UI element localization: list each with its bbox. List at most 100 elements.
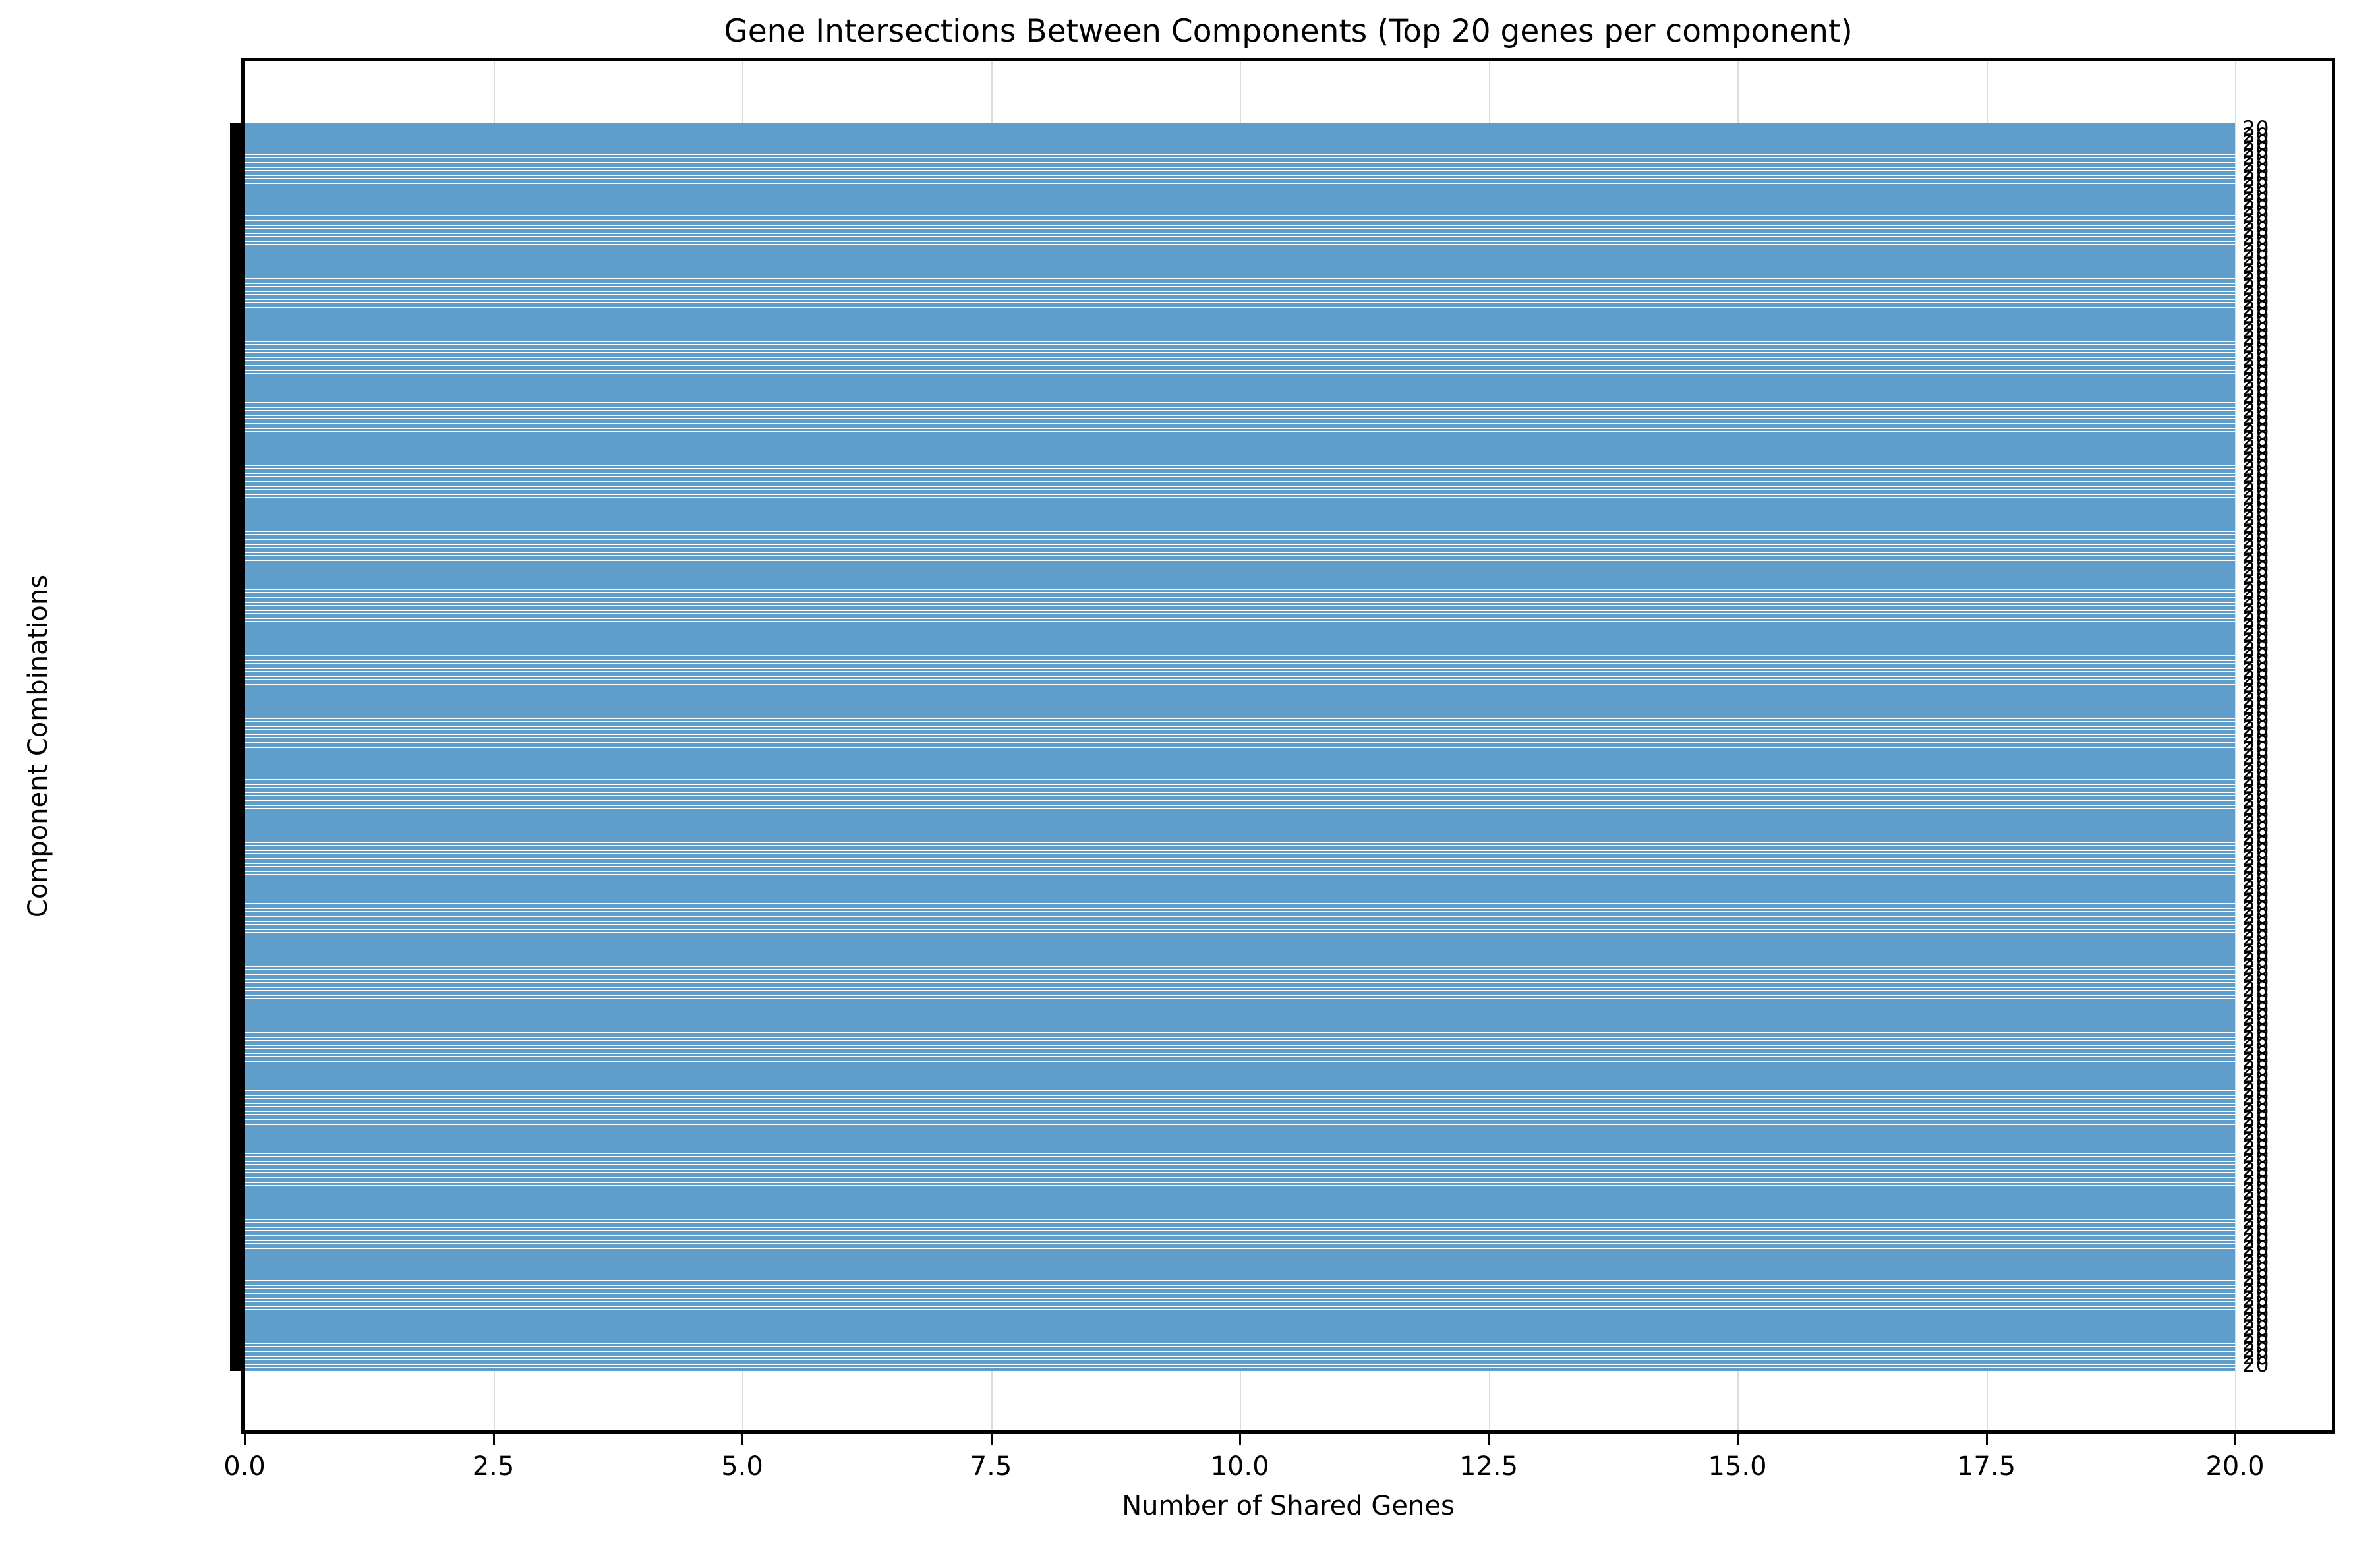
x-tick-mark: [2234, 1434, 2236, 1445]
bar-value-label: 20: [2242, 463, 2270, 488]
bar-value-label: 20: [2242, 1295, 2270, 1320]
bar-value-label: 20: [2242, 1049, 2270, 1074]
bar-value-label: 20: [2242, 232, 2270, 256]
x-tick-label: 17.5: [1956, 1451, 2016, 1482]
bar-value-label: 20: [2242, 218, 2270, 242]
bar-value-label: 20: [2242, 716, 2270, 741]
bar-value-label: 20: [2242, 1331, 2270, 1356]
bar-value-label: 20: [2242, 160, 2270, 184]
bar-value-label: 20: [2242, 1020, 2270, 1045]
x-tick-mark: [1985, 1434, 1988, 1445]
bar-value-label: 20: [2242, 1215, 2270, 1240]
bar-value-label: 20: [2242, 840, 2270, 864]
bar-value-label: 20: [2242, 442, 2270, 466]
bar-value-label: 20: [2242, 572, 2270, 596]
bar-value-label: 20: [2242, 680, 2270, 705]
bar-value-label: 20: [2242, 290, 2270, 314]
x-tick-label: 7.5: [970, 1451, 1012, 1482]
bar-value-label: 20: [2242, 369, 2270, 393]
bar-value-label: 20: [2242, 123, 2270, 148]
bar-value-label: 20: [2242, 622, 2270, 647]
bar-value-label: 20: [2242, 637, 2270, 661]
bar-value-label: 20: [2242, 1028, 2270, 1052]
bar-value-label: 20: [2242, 760, 2270, 784]
bar-value-label: 20: [2242, 1071, 2270, 1095]
bar-value-label: 20: [2242, 1230, 2270, 1254]
bar-value-label: 20: [2242, 427, 2270, 451]
bar-value-label: 20: [2242, 1201, 2270, 1225]
bar-value-label: 20: [2242, 434, 2270, 459]
bar-value-label: 20: [2242, 782, 2270, 806]
bar-value-label: 20: [2242, 276, 2270, 300]
bar-value-label: 20: [2242, 558, 2270, 582]
x-tick-label: 20.0: [2205, 1451, 2265, 1482]
bar-value-label: 20: [2242, 1013, 2270, 1037]
bar-value-label: 20: [2242, 1100, 2270, 1124]
bar-value-label: 20: [2242, 1042, 2270, 1066]
bar-value-label: 20: [2242, 529, 2270, 553]
bar-value-label: 20: [2242, 1324, 2270, 1349]
x-tick-mark: [492, 1434, 495, 1445]
y-axis-title: Component Combinations: [23, 574, 53, 918]
bar-value-label: 20: [2242, 1244, 2270, 1269]
bar-value-label: 20: [2242, 991, 2270, 1016]
bar-value-label: 20: [2242, 565, 2270, 589]
bar-value-label: 20: [2242, 919, 2270, 943]
bar-value-label: 20: [2242, 774, 2270, 799]
bar-value-label: 20: [2242, 1143, 2270, 1167]
bar-value-label: 20: [2242, 1078, 2270, 1103]
bar-value-label: 20: [2242, 695, 2270, 719]
bar-value-label: 20: [2242, 145, 2270, 169]
bar-value-label: 20: [2242, 926, 2270, 950]
bar-value-label: 20: [2242, 1150, 2270, 1175]
x-tick-label: 12.5: [1459, 1451, 1519, 1482]
bar-value-label: 20: [2242, 1086, 2270, 1110]
bar-value-label: 20: [2242, 847, 2270, 871]
bar-value-label: 20: [2242, 811, 2270, 835]
bar-value-label: 20: [2242, 348, 2270, 372]
bar-value-label: 20: [2242, 210, 2270, 235]
bar-value-label: 20: [2242, 196, 2270, 220]
bar-value-label: 20: [2242, 709, 2270, 734]
bar-value-label: 20: [2242, 413, 2270, 437]
bar-value-label: 20: [2242, 376, 2270, 401]
bar-value-label: 20: [2242, 666, 2270, 690]
bar-value-label: 20: [2242, 449, 2270, 473]
bar-value-label: 20: [2242, 658, 2270, 683]
bar-value-label: 20: [2242, 456, 2270, 480]
bar-value-label: 20: [2242, 615, 2270, 639]
bar-value-label: 20: [2242, 724, 2270, 748]
x-axis-title: Number of Shared Genes: [1122, 1491, 1455, 1521]
bar-value-label: 20: [2242, 875, 2270, 900]
bar-value-label: 20: [2242, 117, 2270, 140]
bar-value-label: 20: [2242, 587, 2270, 611]
bar-value-label: 20: [2242, 536, 2270, 560]
bar-value-label: 20: [2242, 933, 2270, 958]
bar-value-label: 20: [2242, 225, 2270, 249]
x-tick-label: 15.0: [1708, 1451, 1767, 1482]
bar-value-label: 20: [2242, 1121, 2270, 1146]
bar-value-label: 20: [2242, 651, 2270, 676]
bar-value-label: 20: [2242, 1310, 2270, 1334]
x-tick-mark: [1737, 1434, 1739, 1445]
bar-value-label: 20: [2242, 955, 2270, 979]
bar-value-label: 20: [2242, 970, 2270, 994]
bar-value-label: 20: [2242, 181, 2270, 206]
bar-value-label: 20: [2242, 825, 2270, 850]
bar-value-label: 20: [2242, 890, 2270, 914]
bar-value-label: 20: [2242, 138, 2270, 162]
bar-value-label: 20: [2242, 254, 2270, 278]
bar-value-label: 20: [2242, 1114, 2270, 1138]
bar-value-label: 20: [2242, 550, 2270, 575]
bar-value-label: 20: [2242, 579, 2270, 604]
bar-value-label: 20: [2242, 384, 2270, 408]
bar-value-label: 20: [2242, 912, 2270, 936]
bar-value-label: 20: [2242, 507, 2270, 531]
bar-value-label: 20: [2242, 312, 2270, 336]
bar-value-label: 20: [2242, 1093, 2270, 1117]
bar-value-label: 20: [2242, 152, 2270, 177]
bar-value-label: 20: [2242, 948, 2270, 972]
bar-value-label: 20: [2242, 131, 2270, 155]
bar-value-label: 20: [2242, 1186, 2270, 1211]
bar-value-label: 20: [2242, 268, 2270, 293]
